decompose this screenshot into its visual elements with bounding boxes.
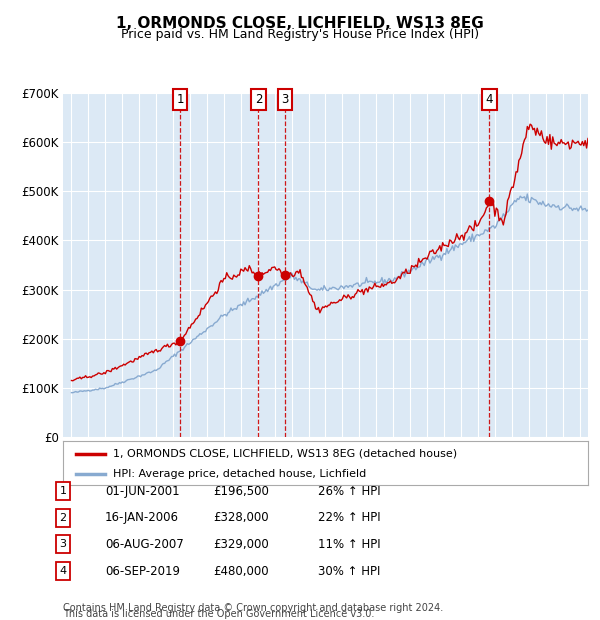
Text: 3: 3 bbox=[281, 93, 289, 106]
Text: 06-AUG-2007: 06-AUG-2007 bbox=[105, 538, 184, 551]
Text: 22% ↑ HPI: 22% ↑ HPI bbox=[318, 512, 380, 524]
Text: 2: 2 bbox=[59, 513, 67, 523]
Text: 4: 4 bbox=[59, 566, 67, 576]
Text: This data is licensed under the Open Government Licence v3.0.: This data is licensed under the Open Gov… bbox=[63, 609, 374, 619]
Text: 1, ORMONDS CLOSE, LICHFIELD, WS13 8EG: 1, ORMONDS CLOSE, LICHFIELD, WS13 8EG bbox=[116, 16, 484, 30]
Text: 1, ORMONDS CLOSE, LICHFIELD, WS13 8EG (detached house): 1, ORMONDS CLOSE, LICHFIELD, WS13 8EG (d… bbox=[113, 449, 457, 459]
Text: 30% ↑ HPI: 30% ↑ HPI bbox=[318, 565, 380, 577]
Text: £196,500: £196,500 bbox=[213, 485, 269, 497]
Text: £480,000: £480,000 bbox=[213, 565, 269, 577]
Text: £328,000: £328,000 bbox=[213, 512, 269, 524]
Text: 4: 4 bbox=[485, 93, 493, 106]
Text: 11% ↑ HPI: 11% ↑ HPI bbox=[318, 538, 380, 551]
Text: £329,000: £329,000 bbox=[213, 538, 269, 551]
Text: 1: 1 bbox=[59, 486, 67, 496]
Text: 2: 2 bbox=[254, 93, 262, 106]
Text: HPI: Average price, detached house, Lichfield: HPI: Average price, detached house, Lich… bbox=[113, 469, 366, 479]
Text: 01-JUN-2001: 01-JUN-2001 bbox=[105, 485, 179, 497]
Text: 26% ↑ HPI: 26% ↑ HPI bbox=[318, 485, 380, 497]
Text: 06-SEP-2019: 06-SEP-2019 bbox=[105, 565, 180, 577]
Text: 1: 1 bbox=[176, 93, 184, 106]
Text: 3: 3 bbox=[59, 539, 67, 549]
Text: 16-JAN-2006: 16-JAN-2006 bbox=[105, 512, 179, 524]
Text: Price paid vs. HM Land Registry's House Price Index (HPI): Price paid vs. HM Land Registry's House … bbox=[121, 28, 479, 41]
Text: Contains HM Land Registry data © Crown copyright and database right 2024.: Contains HM Land Registry data © Crown c… bbox=[63, 603, 443, 613]
